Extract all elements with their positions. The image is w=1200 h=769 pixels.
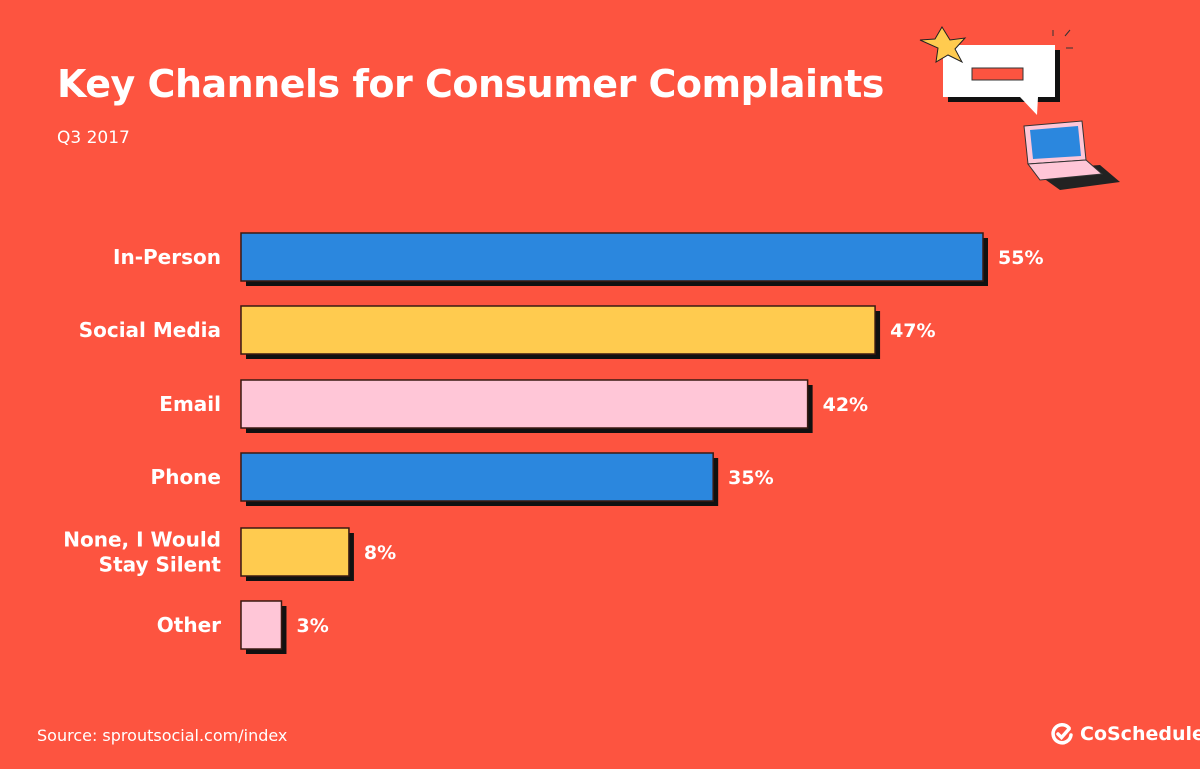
category-label: In-Person: [113, 245, 221, 269]
value-label: 42%: [823, 394, 868, 416]
check-circle-icon: [1051, 723, 1073, 745]
laptop-icon: [1023, 120, 1120, 190]
value-label: 47%: [890, 320, 935, 342]
coschedule-logo: CoSchedule: [1050, 722, 1200, 746]
category-label: Email: [159, 392, 221, 416]
bar: [240, 527, 350, 577]
value-label: 8%: [364, 542, 396, 564]
source-text: Source: sproutsocial.com/index: [37, 726, 288, 745]
bar: [240, 379, 809, 429]
value-label: 35%: [728, 467, 773, 489]
bar: [240, 452, 714, 502]
bar: [240, 232, 984, 282]
illustration: [919, 26, 1120, 190]
bar: [240, 600, 283, 650]
star-icon: [919, 26, 967, 64]
value-label: 3%: [296, 615, 328, 637]
category-label: Other: [157, 613, 221, 637]
chart-title: Key Channels for Consumer Complaints: [57, 62, 884, 106]
bar: [240, 305, 876, 355]
chart-subtitle: Q3 2017: [57, 128, 130, 148]
brand-name: CoSchedule: [1080, 723, 1200, 745]
value-label: 55%: [998, 247, 1043, 269]
category-label: None, I Would Stay Silent: [63, 528, 221, 577]
category-label: Phone: [151, 465, 221, 489]
category-label: Social Media: [79, 318, 221, 342]
